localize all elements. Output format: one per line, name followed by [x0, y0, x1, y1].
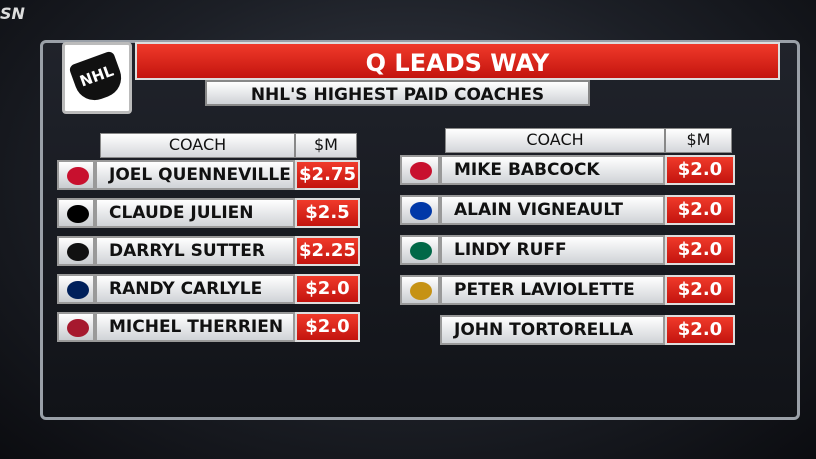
team-logo-mark [67, 319, 89, 337]
coach-name: LINDY RUFF [440, 235, 665, 265]
team-logo [400, 275, 440, 305]
salary: $2.0 [665, 155, 735, 185]
team-logo-mark [67, 243, 89, 261]
team-logo-mark [410, 242, 432, 260]
coach-name: CLAUDE JULIEN [95, 198, 295, 228]
subtitle: NHL'S HIGHEST PAID COACHES [205, 80, 590, 106]
column-header: $M [295, 133, 357, 158]
team-logo [400, 155, 440, 185]
salary: $2.0 [665, 275, 735, 305]
coach-name: JOEL QUENNEVILLE [95, 160, 295, 190]
team-logo-mark [67, 167, 89, 185]
logo-text: NHL [67, 50, 127, 106]
team-logo-mark [67, 205, 89, 223]
team-logo [57, 236, 95, 266]
team-logo [57, 198, 95, 228]
team-logo [57, 160, 95, 190]
team-logo [57, 274, 95, 304]
salary: $2.0 [295, 312, 360, 342]
column-header: COACH [445, 128, 665, 153]
title: Q LEADS WAY [135, 42, 780, 80]
coach-name: ALAIN VIGNEAULT [440, 195, 665, 225]
team-logo [400, 235, 440, 265]
salary: $2.0 [665, 195, 735, 225]
salary: $2.5 [295, 198, 360, 228]
channel-bug: SN [0, 4, 25, 23]
column-header: COACH [100, 133, 295, 158]
team-logo-mark [410, 282, 432, 300]
salary: $2.75 [295, 160, 360, 190]
coach-name: JOHN TORTORELLA [440, 315, 665, 345]
team-logo-mark [410, 202, 432, 220]
nhl-logo: NHL [62, 42, 132, 114]
team-logo [57, 312, 95, 342]
coach-name: MIKE BABCOCK [440, 155, 665, 185]
salary: $2.0 [665, 235, 735, 265]
salary: $2.0 [295, 274, 360, 304]
team-logo [400, 195, 440, 225]
coach-name: DARRYL SUTTER [95, 236, 295, 266]
team-logo-mark [410, 162, 432, 180]
coach-name: MICHEL THERRIEN [95, 312, 295, 342]
column-header: $M [665, 128, 732, 153]
coach-name: RANDY CARLYLE [95, 274, 295, 304]
salary: $2.0 [665, 315, 735, 345]
coach-name: PETER LAVIOLETTE [440, 275, 665, 305]
salary: $2.25 [295, 236, 360, 266]
team-logo-mark [67, 281, 89, 299]
